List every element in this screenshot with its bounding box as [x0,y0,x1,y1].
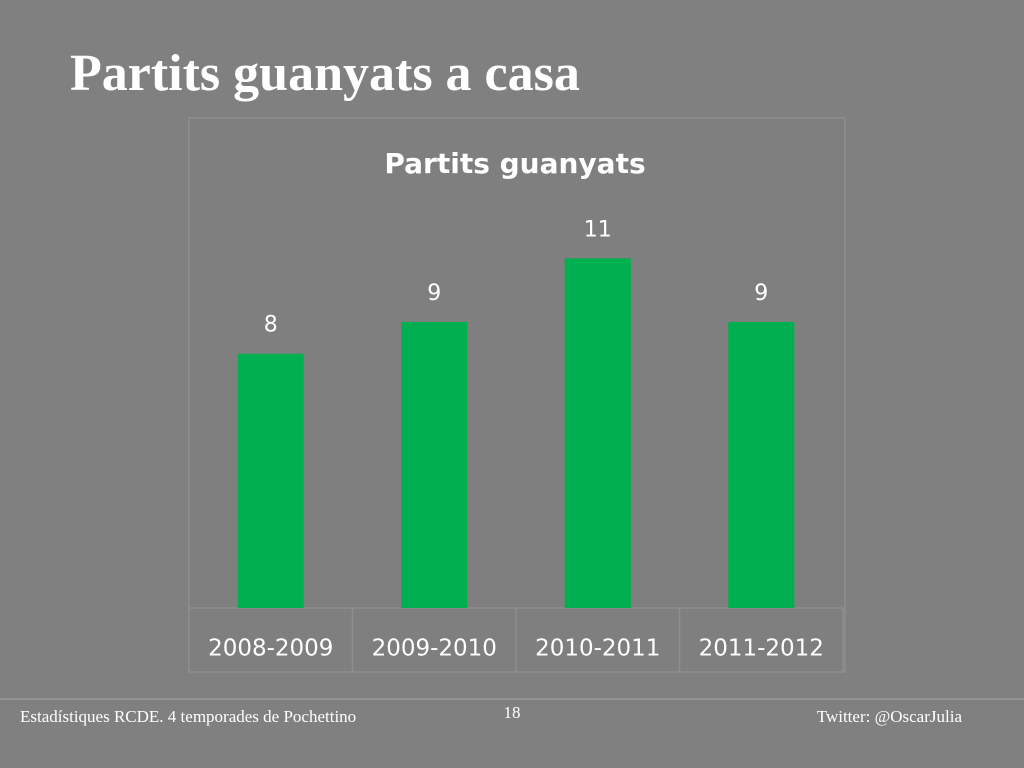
footer-right: Twitter: @OscarJulia [817,707,963,726]
x-tick-label: 2008-2009 [208,636,333,662]
data-label: 9 [427,281,441,306]
x-tick-label: 2011-2012 [699,636,824,662]
x-tick-label: 2009-2010 [372,636,497,662]
bar [564,258,631,608]
bar [237,353,304,608]
page-number: 18 [504,703,521,722]
bar [401,321,468,608]
data-label: 8 [264,313,278,338]
footer-left: Estadístiques RCDE. 4 temporades de Poch… [20,707,356,726]
data-label: 11 [584,217,612,242]
slide-title: Partits guanyats a casa [70,45,580,102]
data-label: 9 [754,281,768,306]
bar [728,321,795,608]
chart-title: Partits guanyats [384,147,645,180]
x-tick-label: 2010-2011 [535,636,660,662]
